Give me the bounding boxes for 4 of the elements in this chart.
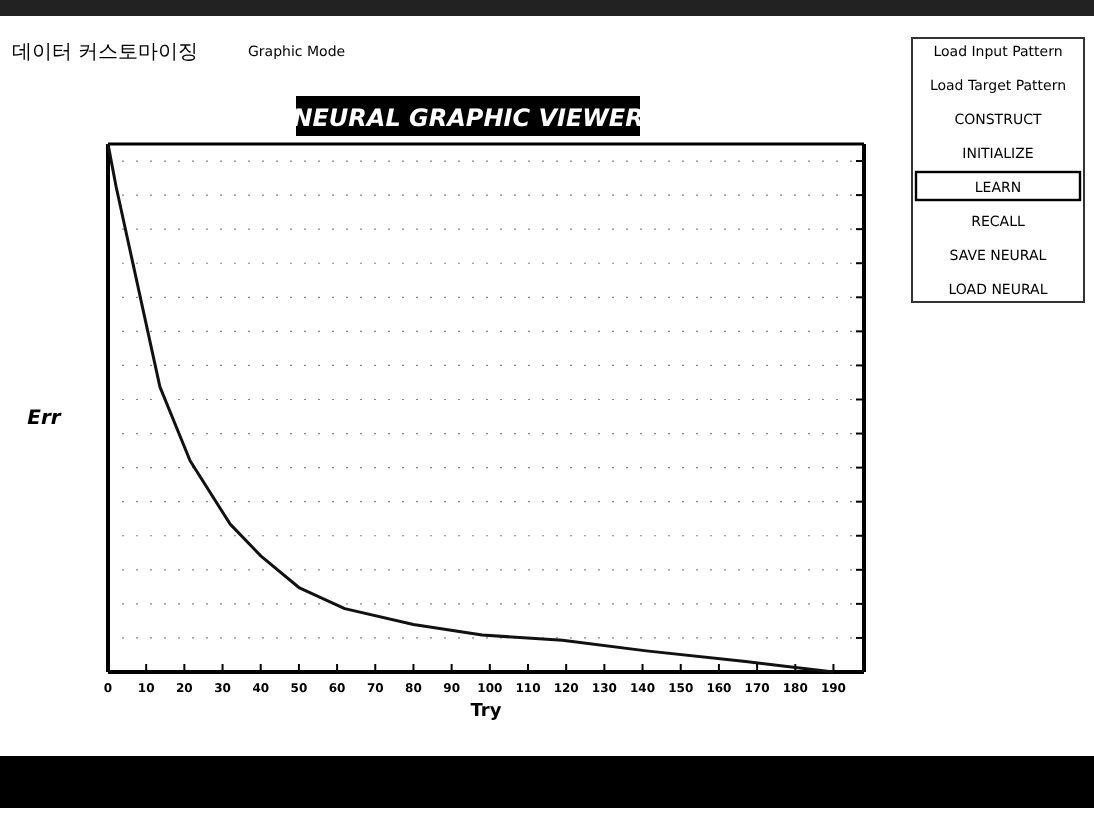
text: 데이터 커스토마이징	[12, 42, 199, 64]
chart-title: NEURAL GRAPHIC VIEWER	[292, 104, 644, 132]
y-axis-title: Err	[27, 408, 63, 430]
x-axis-title: Try	[470, 702, 502, 722]
